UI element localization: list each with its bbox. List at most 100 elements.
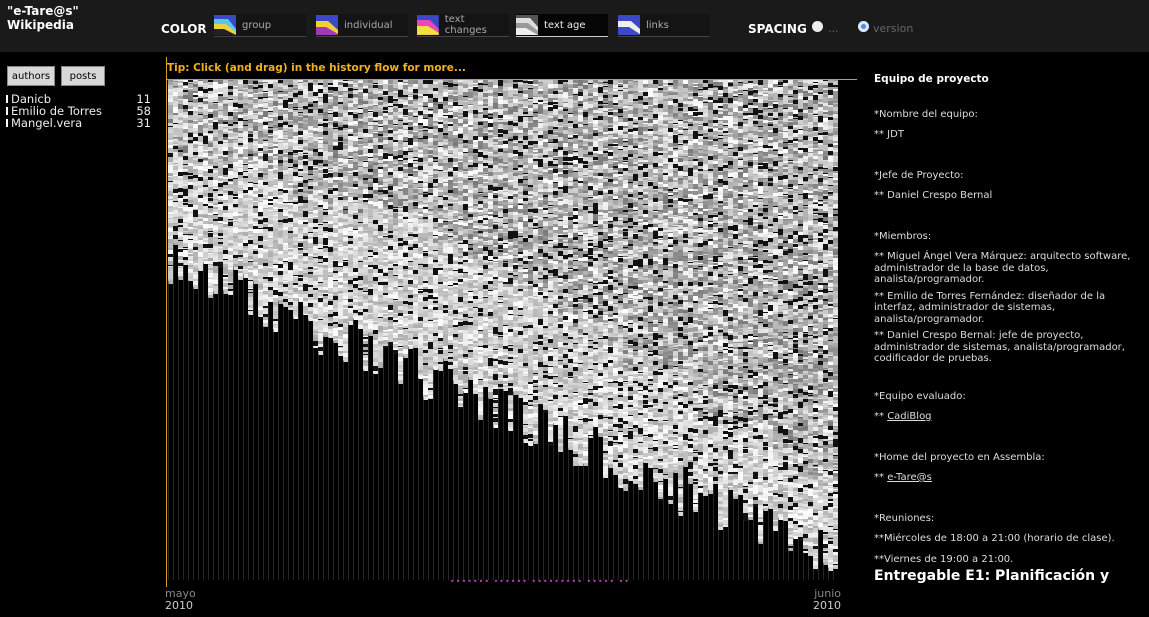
mode-text-age-button[interactable]: text age (516, 14, 608, 37)
flow-band (258, 94, 264, 97)
flow-band (198, 238, 204, 240)
flow-band (183, 262, 189, 265)
flow-band (328, 305, 334, 308)
flow-band (263, 141, 269, 143)
flow-band (343, 192, 349, 196)
flow-band (193, 80, 199, 81)
flow-band (398, 361, 404, 365)
flow-band (328, 190, 334, 194)
revision-line (418, 378, 419, 580)
author-row[interactable]: Danicb 11 (6, 93, 151, 105)
flow-band (203, 252, 209, 254)
flow-band (383, 307, 389, 310)
mode-links-button[interactable]: links (618, 14, 710, 37)
flow-band (258, 112, 264, 115)
flow-band (183, 250, 189, 253)
flow-band (373, 350, 379, 352)
flow-band (358, 315, 364, 316)
flow-band (253, 153, 259, 156)
flow-band (358, 81, 364, 83)
flow-band (403, 289, 409, 290)
flow-band (253, 233, 259, 237)
flow-band (398, 216, 404, 219)
flow-band (308, 133, 314, 134)
flow-band (328, 224, 334, 228)
flow-band (168, 165, 174, 169)
flow-band (308, 260, 314, 261)
flow-band (403, 178, 409, 182)
flow-band (208, 109, 214, 112)
flow-band (328, 269, 334, 272)
flow-band (168, 232, 174, 233)
spacing-radio-version[interactable] (858, 21, 869, 32)
flow-band (218, 149, 224, 151)
flow-band (408, 188, 414, 192)
flow-band (383, 327, 389, 330)
flow-band (298, 225, 304, 229)
flow-band (243, 195, 249, 196)
flow-band (298, 220, 304, 224)
flow-band (343, 103, 349, 106)
flow-band (338, 218, 344, 222)
flow-band (313, 195, 319, 198)
flow-band (223, 189, 229, 190)
flow-band (398, 310, 404, 313)
flow-band (238, 235, 244, 239)
spacing-radio-none[interactable] (812, 21, 823, 32)
flow-band (423, 99, 429, 102)
flow-band (198, 252, 204, 255)
flow-band (203, 153, 209, 157)
mode-group-button[interactable]: group (214, 14, 306, 37)
flow-band (168, 80, 174, 82)
flow-band (183, 89, 189, 90)
flow-band (373, 302, 379, 305)
flow-band (233, 102, 239, 103)
flow-band (383, 249, 389, 251)
author-row[interactable]: Mangel.vera 31 (6, 117, 151, 129)
flow-band (353, 304, 359, 305)
flow-band (278, 240, 284, 241)
flow-band (213, 252, 219, 255)
flow-band (278, 204, 284, 207)
flow-band (388, 137, 394, 140)
history-flow-visualization[interactable] (168, 80, 838, 580)
flow-band (218, 171, 224, 174)
spacing-radio-label: version (873, 22, 914, 35)
flow-band (208, 180, 214, 184)
flow-band (273, 225, 279, 229)
flow-band (168, 127, 174, 129)
mode-individual-button[interactable]: individual (316, 14, 408, 37)
flow-band (263, 295, 269, 299)
flow-band (263, 139, 269, 140)
flow-band (218, 106, 224, 110)
mode-text-changes-button[interactable]: text changes (417, 14, 509, 37)
flow-band (308, 254, 314, 256)
flow-band (318, 330, 324, 332)
flow-band (278, 156, 284, 160)
flow-band (188, 132, 194, 133)
flow-band (338, 137, 344, 141)
flow-band (293, 310, 299, 311)
flow-band (403, 225, 409, 229)
flow-band (313, 267, 319, 268)
flow-band (328, 102, 334, 105)
flow-band (253, 229, 259, 233)
posts-button[interactable]: posts (61, 66, 105, 86)
flow-band (168, 177, 174, 180)
flow-band (253, 122, 259, 126)
flow-band (413, 328, 419, 331)
flow-band (298, 206, 304, 208)
author-row[interactable]: Emilio de Torres 58 (6, 105, 151, 117)
flow-band (213, 230, 219, 232)
flow-band (383, 258, 389, 260)
flow-band (298, 183, 304, 187)
flow-band (373, 284, 379, 288)
flow-band (183, 226, 189, 228)
flow-band (413, 158, 419, 159)
flow-band (253, 127, 259, 131)
authors-button[interactable]: authors (7, 66, 55, 86)
flow-band (403, 299, 409, 301)
flow-band (408, 219, 414, 222)
flow-band (373, 243, 379, 244)
flow-band (408, 202, 414, 203)
